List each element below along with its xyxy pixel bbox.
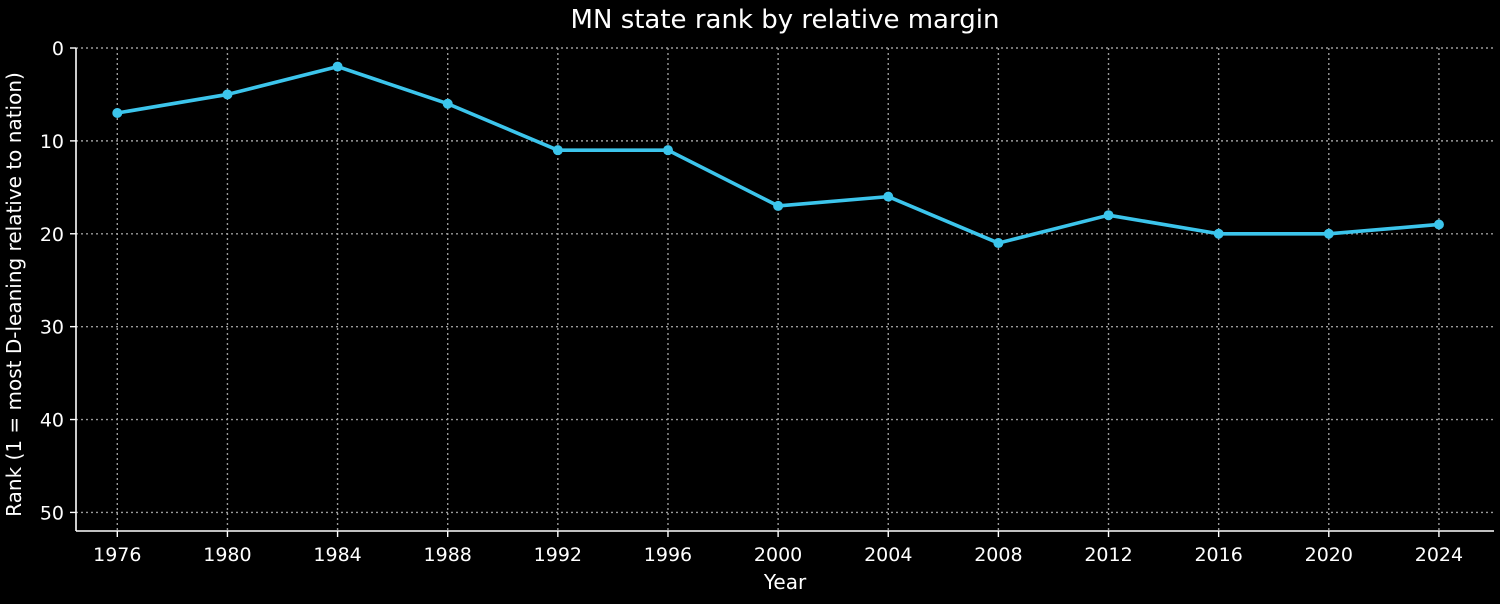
y-tick-label: 40 bbox=[40, 410, 64, 432]
x-tick-label: 2008 bbox=[974, 544, 1022, 566]
x-tick-label: 2004 bbox=[864, 544, 912, 566]
data-point bbox=[1323, 228, 1334, 239]
data-point bbox=[1433, 219, 1444, 230]
x-tick-label: 2020 bbox=[1305, 544, 1353, 566]
data-point bbox=[1103, 210, 1114, 221]
x-tick-label: 1976 bbox=[93, 544, 141, 566]
data-point bbox=[552, 145, 563, 156]
x-tick-label: 1984 bbox=[313, 544, 361, 566]
x-tick-label: 2012 bbox=[1084, 544, 1132, 566]
chart-title: MN state rank by relative margin bbox=[571, 5, 1000, 35]
data-point bbox=[222, 89, 233, 100]
y-tick-label: 20 bbox=[40, 224, 64, 246]
data-point bbox=[442, 98, 453, 109]
y-tick-label: 30 bbox=[40, 317, 64, 339]
data-point bbox=[112, 108, 123, 119]
x-ticks: 1976 1980 1984 1988 1992 1996 2000 2004 2008 2012… bbox=[93, 531, 1463, 566]
data-point bbox=[662, 145, 673, 156]
x-tick-label: 1980 bbox=[203, 544, 251, 566]
grid bbox=[76, 47, 1494, 531]
x-axis-label: Year bbox=[763, 570, 807, 594]
y-tick-label: 0 bbox=[52, 38, 64, 60]
data-point bbox=[1213, 228, 1224, 239]
y-axis-label: Rank (1 = most D-leaning relative to nat… bbox=[2, 72, 26, 517]
x-tick-label: 2000 bbox=[754, 544, 802, 566]
data-point bbox=[883, 191, 894, 202]
y-tick-label: 10 bbox=[40, 131, 64, 153]
data-point bbox=[773, 200, 784, 211]
y-ticks: 0 10 20 30 40 50 bbox=[40, 38, 76, 524]
x-tick-label: 1996 bbox=[644, 544, 692, 566]
axes bbox=[75, 48, 1494, 532]
x-tick-label: 2016 bbox=[1194, 544, 1242, 566]
data-point bbox=[993, 238, 1004, 249]
y-tick-label: 50 bbox=[40, 502, 64, 524]
x-tick-label: 2024 bbox=[1415, 544, 1463, 566]
x-tick-label: 1988 bbox=[424, 544, 472, 566]
series bbox=[112, 61, 1444, 249]
x-tick-label: 1992 bbox=[534, 544, 582, 566]
data-point bbox=[332, 61, 343, 72]
